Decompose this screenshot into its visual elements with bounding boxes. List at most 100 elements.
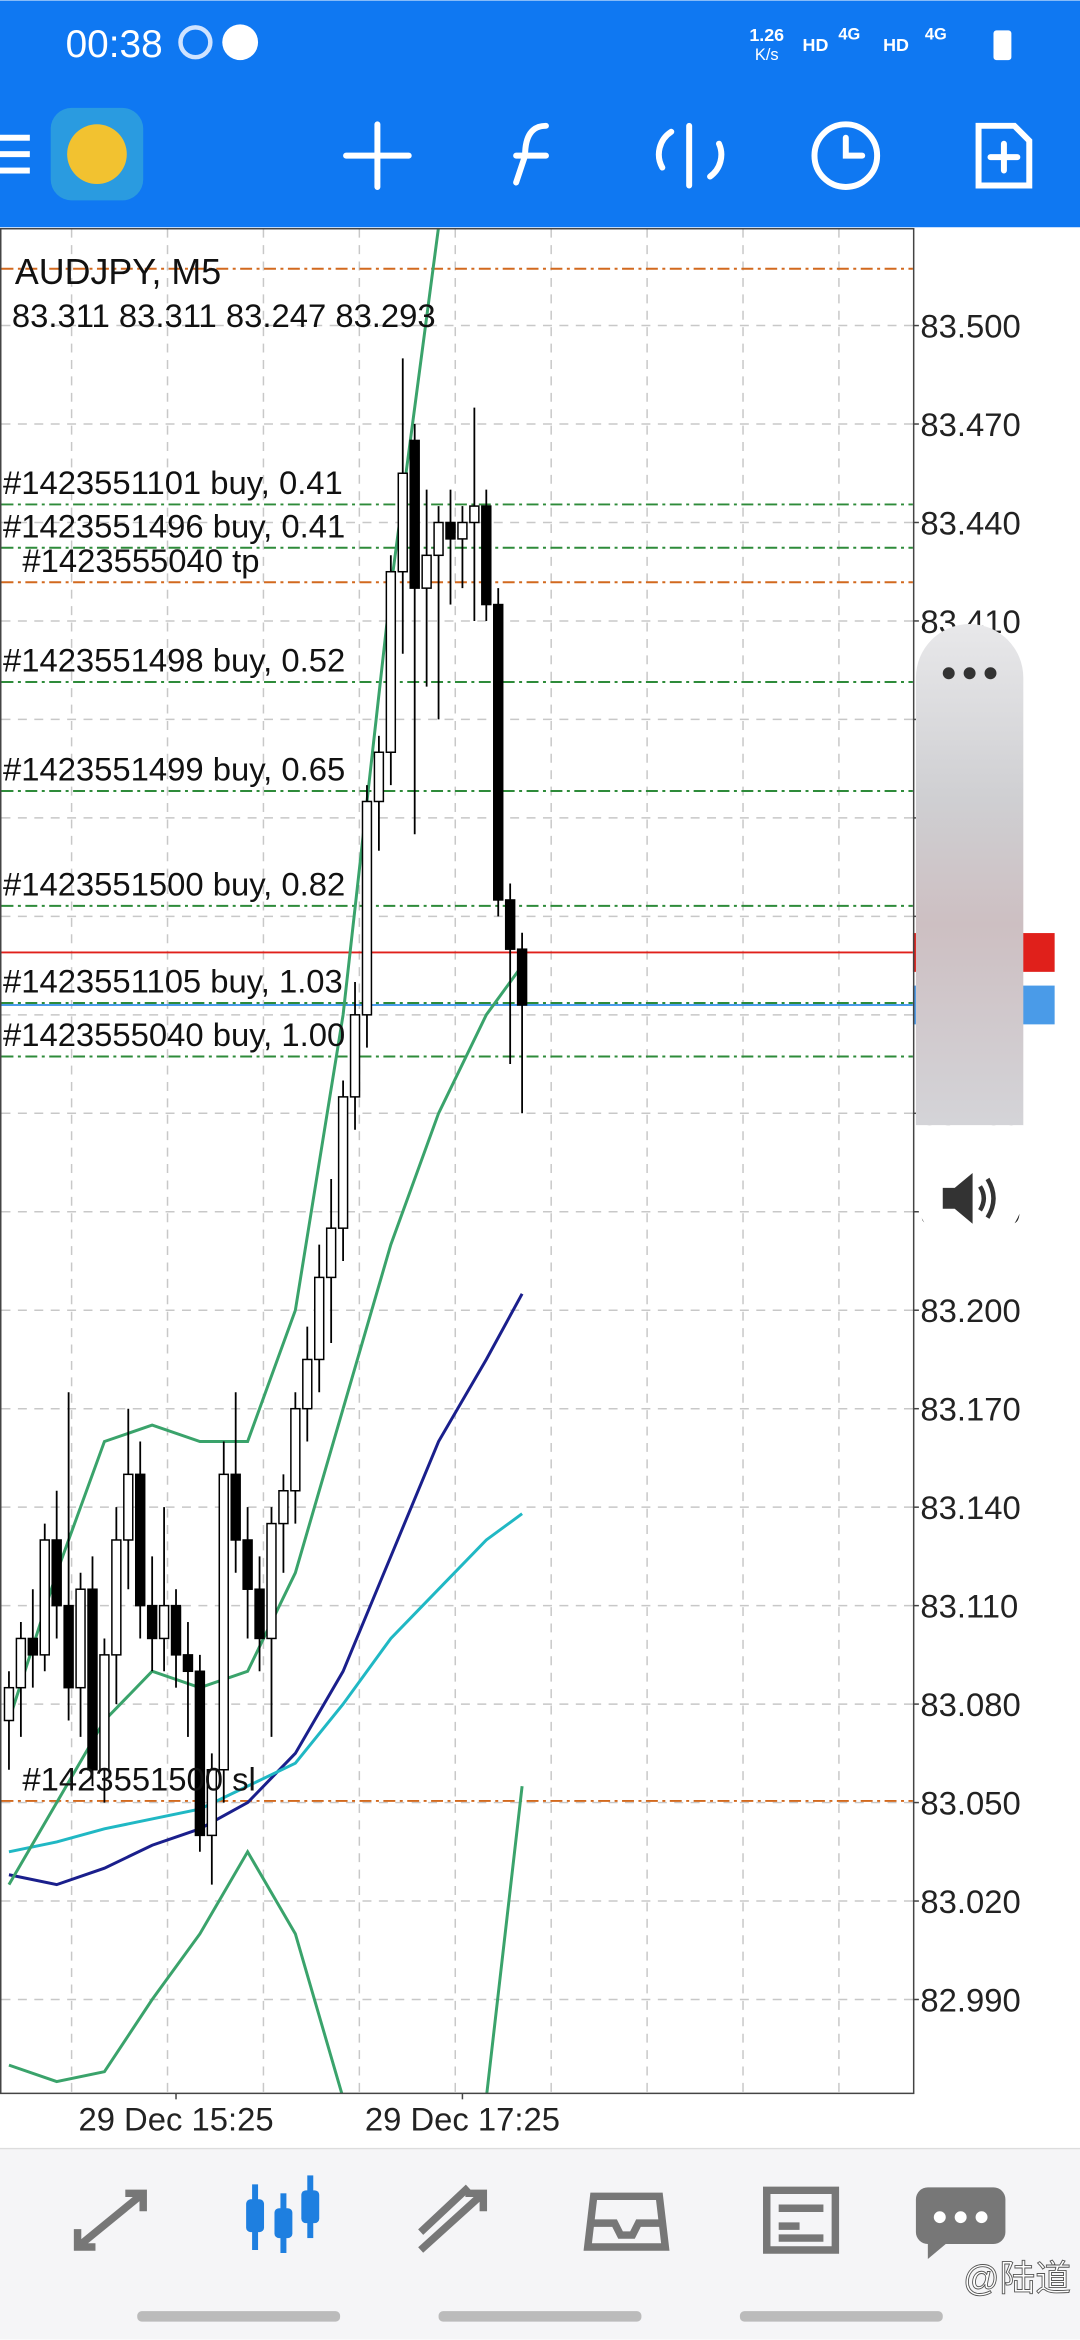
candle-body	[206, 1768, 218, 1837]
app-logo-mark	[67, 124, 127, 184]
indicators-button[interactable]	[513, 122, 549, 186]
trade-tab[interactable]	[418, 2184, 488, 2253]
y-tick-label: 83.440	[920, 504, 1020, 541]
x-tick-label: 29 Dec 15:25	[78, 2101, 273, 2138]
side-panel	[915, 624, 1024, 1248]
candle-body	[87, 1588, 98, 1771]
menu-button[interactable]	[0, 134, 30, 174]
candle-body	[111, 1539, 122, 1656]
candle-body	[493, 603, 504, 901]
order-label: #1423551500 sl	[22, 1760, 255, 1797]
y-tick-label: 83.050	[920, 1784, 1020, 1821]
chart: 83.50083.47083.44083.41083.38083.35083.3…	[1, 228, 1055, 2138]
candle-body	[421, 554, 432, 589]
indicator-line	[8, 1512, 523, 1854]
chart-title: AUDJPY, M5	[15, 252, 221, 292]
candle-body	[469, 505, 480, 524]
panel-top[interactable]	[915, 624, 1024, 1126]
candle-body	[266, 1522, 277, 1640]
order-label: #1423551499 buy, 0.65	[3, 751, 345, 788]
candle-body	[302, 1358, 313, 1410]
order-label: #1423555040 tp	[22, 542, 259, 579]
bottom-nav	[0, 2148, 1080, 2340]
clock: 00:38	[66, 23, 163, 66]
sim-net: 4G	[838, 25, 860, 43]
candle-body	[99, 1654, 110, 1771]
candle-body	[337, 1096, 349, 1229]
home-indicator	[137, 2311, 943, 2322]
y-tick-label: 83.470	[920, 406, 1020, 443]
candle-body	[146, 1604, 158, 1640]
candle-body	[504, 899, 516, 950]
ohlc-readout: 83.311 83.311 83.247 83.293	[12, 297, 436, 334]
order-label: #1423551105 buy, 1.03	[3, 963, 343, 1000]
candle-body	[397, 472, 408, 573]
candle-body	[314, 1276, 325, 1361]
order-label: #1423551496 buy, 0.41	[3, 507, 345, 544]
candle-body	[75, 1588, 86, 1689]
candle-body	[385, 570, 397, 753]
candle-body	[445, 521, 456, 540]
candle-body	[135, 1473, 146, 1607]
new-order-button[interactable]	[975, 122, 1033, 189]
indicator-line	[8, 1785, 524, 2094]
net-unit: K/s	[755, 46, 779, 64]
quotes-tab[interactable]	[73, 2189, 147, 2251]
sim-label: HD	[803, 35, 829, 55]
candle-body	[170, 1604, 182, 1656]
timeframe-button[interactable]	[811, 121, 881, 190]
candle-body	[457, 521, 468, 540]
chart-tab[interactable]	[246, 2175, 320, 2253]
indicator-line	[7, 228, 440, 1721]
plot-area	[1, 228, 913, 2094]
candle-body	[433, 521, 444, 557]
candle-body	[123, 1473, 134, 1541]
candle-body	[194, 1670, 206, 1837]
net-speed: 1.26	[749, 25, 784, 45]
sim-label: HD	[883, 35, 909, 55]
candle-body	[63, 1604, 74, 1689]
news-tab[interactable]	[763, 2186, 840, 2254]
order-label: #1423555040 buy, 1.00	[3, 1016, 345, 1053]
indicator-line	[7, 964, 524, 1886]
candle-body	[349, 1014, 361, 1098]
x-tick-label: 29 Dec 17:25	[365, 2101, 560, 2138]
order-label: #1423551101 buy, 0.41	[3, 464, 343, 501]
history-tab[interactable]	[583, 2192, 670, 2251]
y-tick-label: 83.200	[920, 1292, 1020, 1329]
candle-body	[361, 800, 373, 1016]
y-tick-label: 83.080	[920, 1686, 1020, 1723]
candle-body	[158, 1604, 170, 1640]
order-label: #1423551498 buy, 0.52	[3, 642, 345, 679]
battery	[993, 30, 1012, 61]
candle-body	[290, 1407, 301, 1492]
crosshair-button[interactable]	[343, 121, 412, 190]
y-tick-label: 83.020	[920, 1883, 1020, 1920]
candle-body	[481, 505, 492, 606]
indicator-line	[8, 1293, 524, 1887]
candle-body	[278, 1490, 289, 1525]
candle-body	[409, 439, 420, 589]
y-tick-label: 83.140	[920, 1489, 1020, 1526]
y-tick-label: 82.990	[920, 1981, 1020, 2018]
watermark: @陆道	[963, 2258, 1071, 2298]
candle-body	[15, 1637, 27, 1689]
candle-body	[230, 1473, 241, 1541]
candle-body	[242, 1539, 253, 1590]
candle-body	[218, 1473, 229, 1771]
timeframe-hands	[842, 134, 866, 159]
trade-button[interactable]	[655, 122, 725, 189]
candle-body	[254, 1588, 265, 1640]
status-icon	[178, 25, 213, 60]
candle-body	[39, 1539, 50, 1656]
y-tick-label: 83.500	[920, 307, 1020, 344]
status-icon	[222, 24, 259, 61]
candle-body	[182, 1654, 194, 1673]
candle-body	[27, 1637, 39, 1656]
candle-body	[373, 751, 385, 803]
plot-frame	[0, 227, 915, 2095]
sim-net: 4G	[925, 25, 947, 43]
y-tick-label: 83.170	[920, 1391, 1020, 1428]
